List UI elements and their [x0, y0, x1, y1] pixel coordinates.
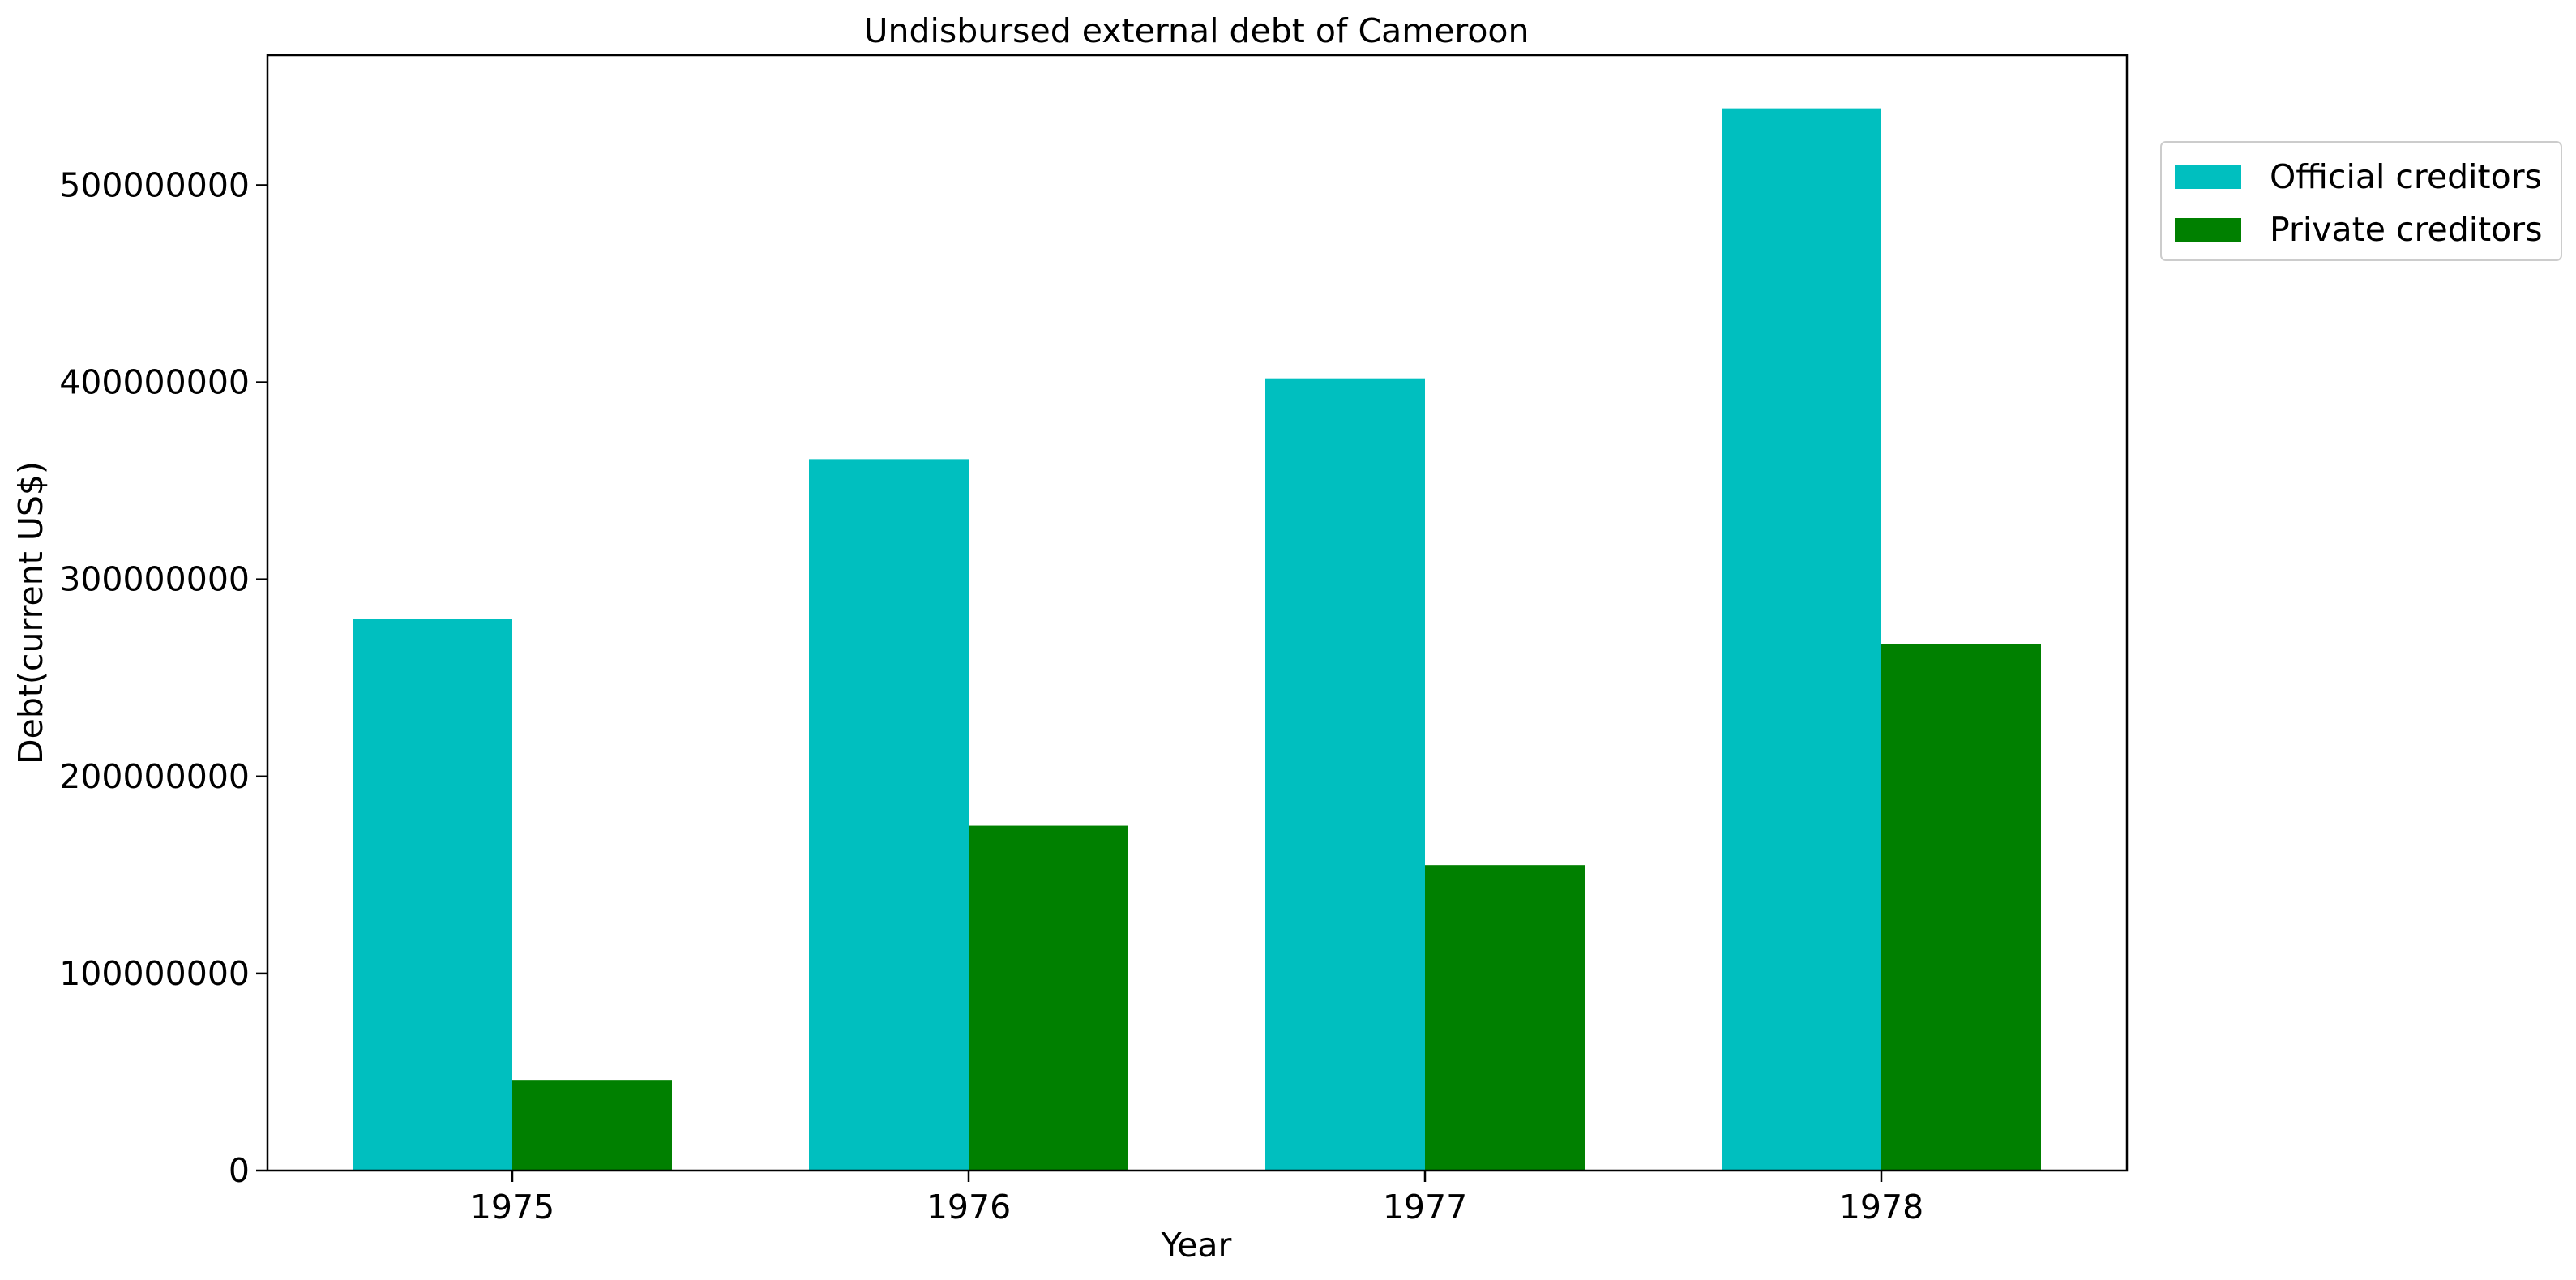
y-tick-label: 300000000	[59, 560, 250, 599]
legend-label-private-creditors: Private creditors	[2270, 210, 2543, 249]
y-tick-label: 400000000	[59, 363, 250, 402]
legend: Official creditors Private creditors	[2160, 141, 2562, 261]
x-axis-label: Year	[1161, 1226, 1232, 1265]
y-axis-ticks: 0 100000000 200000000 300000000 400000000 500…	[59, 165, 267, 1190]
plot-frame	[266, 54, 2129, 1172]
bar-official-creditors-1975	[353, 619, 512, 1171]
x-tick-label: 1975	[470, 1188, 554, 1226]
legend-swatch-private-creditors	[2175, 218, 2241, 242]
x-tick-label: 1978	[1839, 1188, 1923, 1226]
y-tick-label: 0	[229, 1151, 250, 1190]
legend-swatch-official-creditors	[2175, 165, 2241, 189]
chart-title: Undisbursed external debt of Cameroon	[864, 11, 1530, 50]
y-tick-label: 100000000	[59, 954, 250, 993]
legend-label-official-creditors: Official creditors	[2270, 157, 2542, 196]
bar-official-creditors-1978	[1722, 108, 1881, 1171]
bar-private-creditors-1978	[1881, 644, 2041, 1171]
legend-frame	[2160, 141, 2562, 261]
x-axis-ticks: 1975 1976 1977 1978	[470, 1171, 1923, 1226]
bar-private-creditors-1977	[1425, 865, 1585, 1171]
bar-private-creditors-1975	[512, 1080, 672, 1171]
y-tick-label: 500000000	[59, 165, 250, 204]
legend-items: Official creditors Private creditors	[2175, 157, 2543, 249]
bar-private-creditors-1976	[969, 825, 1128, 1171]
y-axis-label: Debt(current US$)	[11, 461, 50, 764]
x-tick-label: 1977	[1383, 1188, 1467, 1226]
bars-layer	[353, 108, 2041, 1171]
bar-official-creditors-1976	[809, 459, 969, 1171]
x-tick-label: 1976	[926, 1188, 1011, 1226]
bar-official-creditors-1977	[1265, 378, 1425, 1171]
y-tick-label: 200000000	[59, 757, 250, 796]
